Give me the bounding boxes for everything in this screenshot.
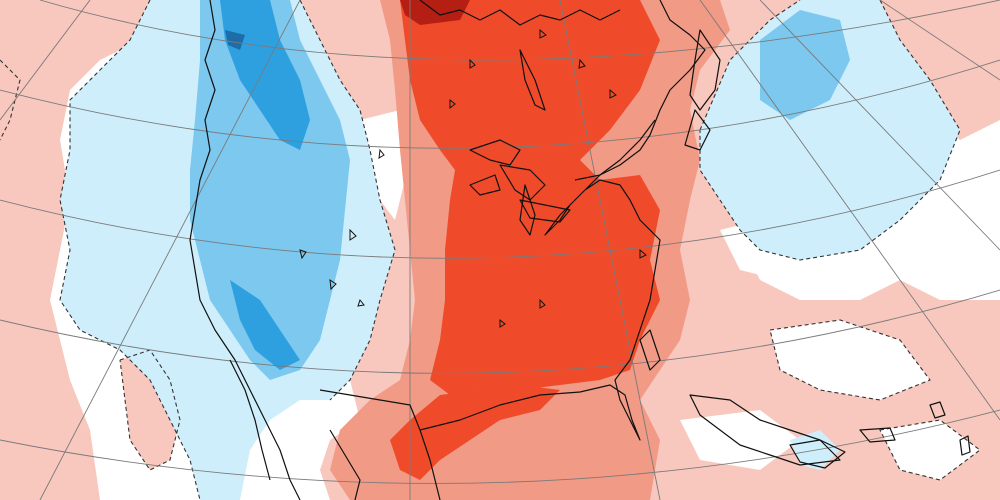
warm-anomaly-extreme-layer: [400, 0, 470, 25]
cool-anomaly-strong-layer: [220, 0, 310, 370]
cool-anomaly-medium-layer: [190, 0, 850, 380]
warm-anomaly-strong-layer: [390, 0, 660, 480]
coastline-fragments: [299, 28, 647, 328]
coastline-outline: [189, 0, 971, 500]
neutral-anomaly-layer: [360, 110, 980, 480]
